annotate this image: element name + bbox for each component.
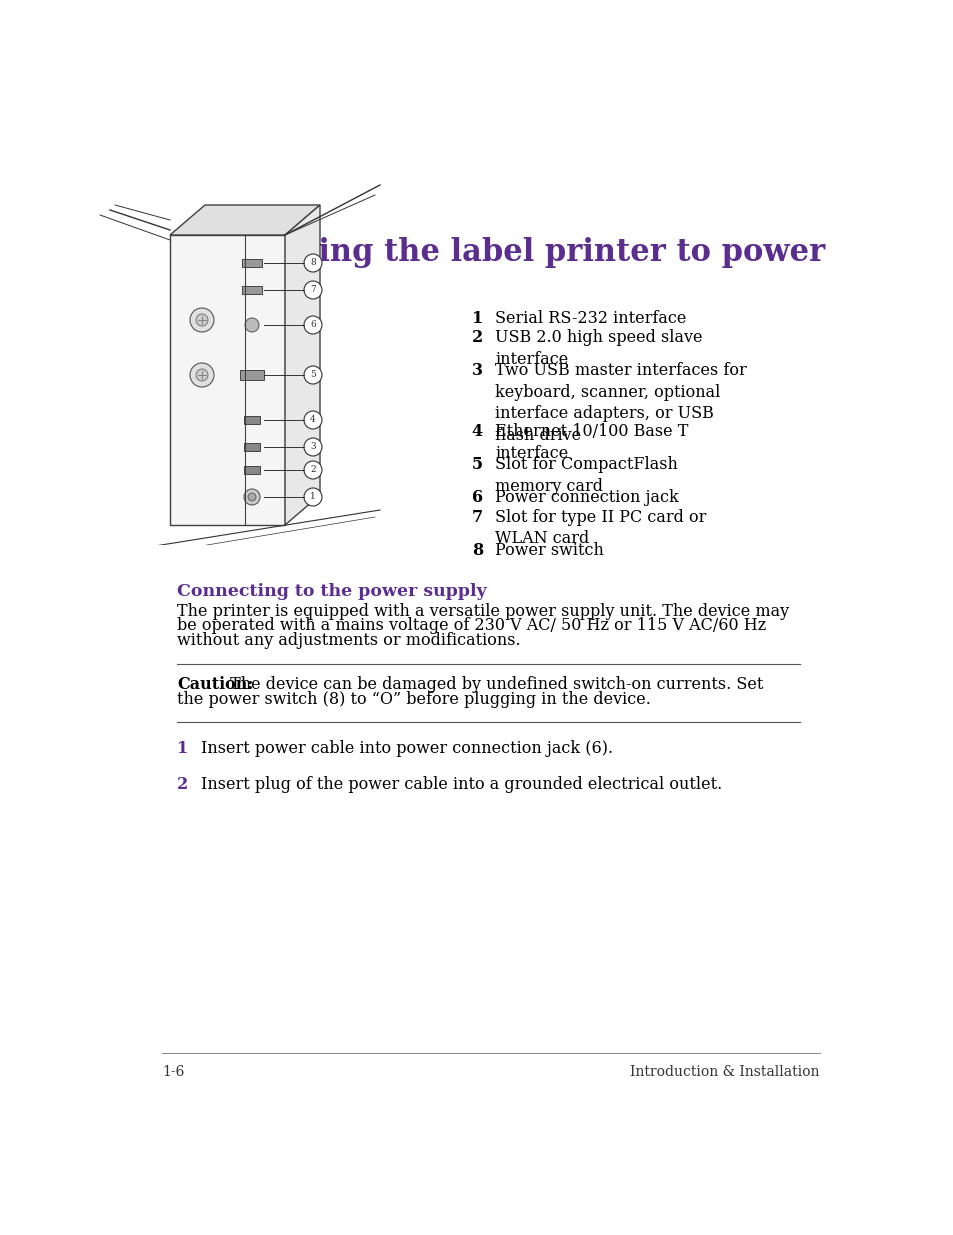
Text: 7: 7 [310,285,315,294]
Text: 2: 2 [310,466,315,474]
Text: 1: 1 [472,310,482,327]
Text: Caution:: Caution: [177,676,253,693]
Text: 6: 6 [472,489,482,506]
Text: Introduction & Installation: Introduction & Installation [630,1065,819,1078]
Text: 5: 5 [472,456,482,473]
Text: the power switch (8) to “O” before plugging in the device.: the power switch (8) to “O” before plugg… [177,692,651,708]
Bar [242,287,262,294]
Text: Connecting the label printer to power: Connecting the label printer to power [177,237,824,268]
Text: 3: 3 [310,442,315,452]
Text: The device can be damaged by undefined switch-on currents. Set: The device can be damaged by undefined s… [225,676,763,693]
Circle shape [245,317,258,332]
Text: Slot for type II PC card or
WLAN card: Slot for type II PC card or WLAN card [495,509,706,547]
Text: Connecting to the power supply: Connecting to the power supply [177,583,487,600]
Text: 4: 4 [310,415,315,425]
Circle shape [244,489,260,505]
Text: 1-6: 1-6 [162,1065,184,1078]
Text: 8: 8 [310,258,315,268]
Circle shape [248,493,255,501]
Circle shape [304,411,322,429]
Text: Serial RS-232 interface: Serial RS-232 interface [495,310,686,327]
Text: 4: 4 [472,424,482,440]
Text: 2: 2 [177,776,189,793]
Text: be operated with a mains voltage of 230 V AC/ 50 Hz or 115 V AC/60 Hz: be operated with a mains voltage of 230 … [177,618,766,634]
Circle shape [304,366,322,384]
Text: 8: 8 [472,542,482,558]
Text: without any adjustments or modifications.: without any adjustments or modifications… [177,632,520,648]
Text: Power connection jack: Power connection jack [495,489,679,506]
Circle shape [195,314,208,326]
Bar [244,416,260,424]
Text: Ethernet 10/100 Base T
interface: Ethernet 10/100 Base T interface [495,424,688,462]
Bar [244,466,260,474]
Circle shape [195,369,208,382]
Text: Slot for CompactFlash
memory card: Slot for CompactFlash memory card [495,456,678,495]
Circle shape [304,316,322,333]
Text: 6: 6 [310,321,315,330]
Text: Insert power cable into power connection jack (6).: Insert power cable into power connection… [200,740,612,757]
Text: 5: 5 [310,370,315,379]
Circle shape [304,488,322,506]
Text: 1: 1 [310,493,315,501]
Text: Two USB master interfaces for
keyboard, scanner, optional
interface adapters, or: Two USB master interfaces for keyboard, … [495,362,746,443]
Text: Power switch: Power switch [495,542,603,558]
Polygon shape [285,205,319,525]
Bar [244,443,260,451]
Circle shape [304,282,322,299]
Text: 7: 7 [472,509,482,526]
Bar [242,259,262,267]
Circle shape [304,461,322,479]
Text: 3: 3 [472,362,482,379]
Circle shape [190,363,213,387]
Circle shape [304,438,322,456]
Text: 2: 2 [472,330,482,346]
Polygon shape [170,235,285,525]
Text: The printer is equipped with a versatile power supply unit. The device may: The printer is equipped with a versatile… [177,603,789,620]
Bar [240,370,264,380]
Circle shape [304,254,322,272]
Text: Insert plug of the power cable into a grounded electrical outlet.: Insert plug of the power cable into a gr… [200,776,721,793]
Circle shape [190,308,213,332]
Text: USB 2.0 high speed slave
interface: USB 2.0 high speed slave interface [495,330,702,368]
Text: 1: 1 [177,740,189,757]
Polygon shape [170,205,319,235]
